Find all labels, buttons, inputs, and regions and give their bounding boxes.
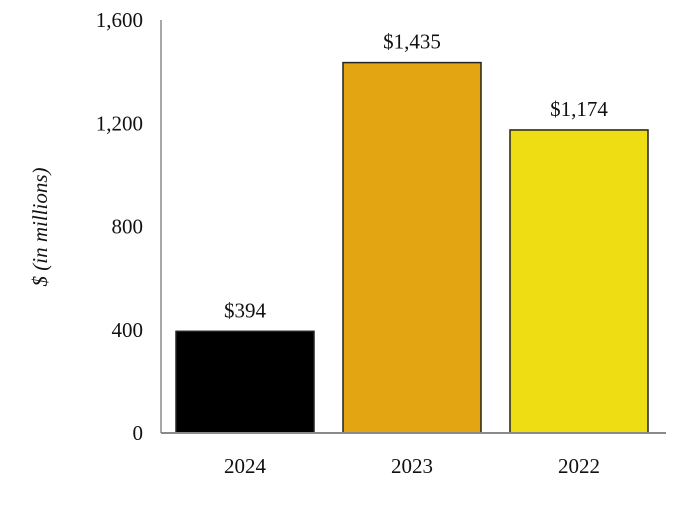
bar-2024 (175, 330, 315, 434)
y-tick-label: 0 (133, 421, 144, 445)
bar-2022 (509, 129, 649, 434)
x-tick-label: 2023 (391, 454, 433, 478)
x-tick-label: 2022 (558, 454, 600, 478)
y-tick-label: 1,600 (96, 8, 143, 32)
y-axis-label: $ (in millions) (28, 167, 52, 286)
data-label: $1,435 (383, 30, 441, 54)
data-label: $394 (224, 298, 267, 322)
data-label: $1,174 (550, 97, 608, 121)
y-tick-label: 800 (112, 215, 144, 239)
y-tick-label: 400 (112, 318, 144, 342)
y-tick-label: 1,200 (96, 111, 143, 135)
bar-2023 (342, 61, 482, 434)
x-tick-label: 2024 (224, 454, 267, 478)
